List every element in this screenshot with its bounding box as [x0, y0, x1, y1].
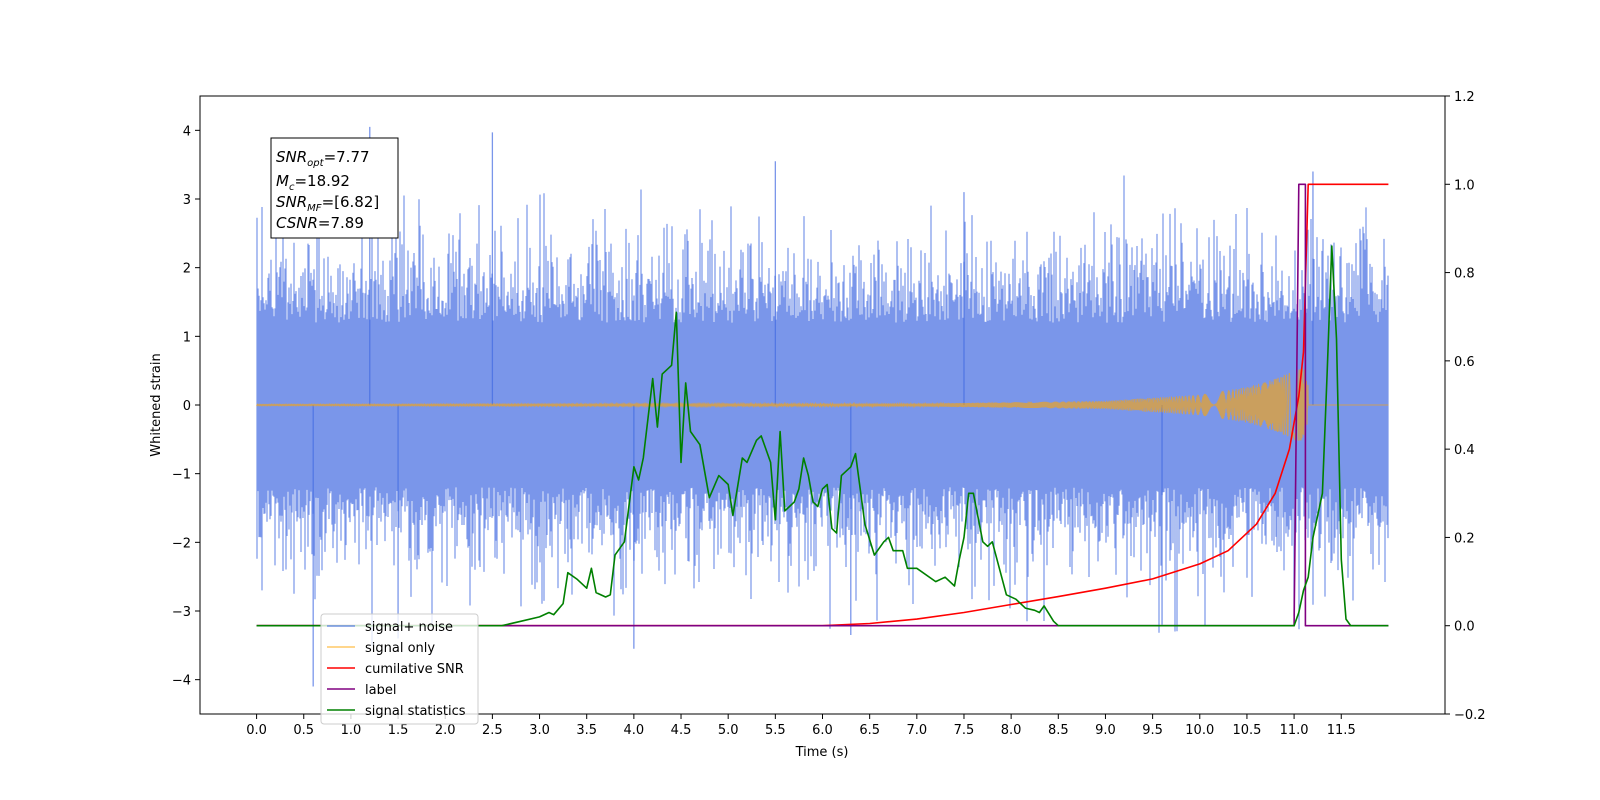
x-tick-label: 3.5	[576, 723, 597, 738]
y-left-tick-label: −4	[172, 674, 191, 689]
y-left-tick-label: −3	[172, 605, 191, 620]
x-tick-label: 8.0	[1001, 723, 1022, 738]
legend: signal+ noise signal only cumilative SNR…	[320, 613, 479, 725]
series-cumulative-snr	[256, 183, 1389, 627]
y-left-tick-label: −2	[172, 536, 191, 551]
y-left-tick-label: 3	[183, 193, 191, 208]
x-tick-label: 0.0	[246, 723, 267, 738]
x-tick-label: 8.5	[1048, 723, 1069, 738]
legend-label-label: label	[365, 683, 396, 698]
y-right-tick-label: −0.2	[1454, 708, 1486, 723]
y-left-tick-label: 1	[183, 330, 191, 345]
annotation-mc-value: =18.92	[294, 172, 350, 190]
plot-area	[256, 126, 1389, 687]
y-axis-right: 1.2 1.0 0.8 0.6 0.4 0.2 0.0 −0.2	[1445, 90, 1486, 723]
annotation-mc-base: M	[276, 172, 289, 190]
x-tick-label: 7.5	[954, 723, 975, 738]
annotation-snr-mf: SNRMF=[6.82]	[276, 193, 379, 214]
y-right-tick-label: 0.2	[1454, 531, 1475, 546]
x-tick-label: 9.5	[1142, 723, 1163, 738]
y-left-tick-label: 0	[183, 399, 191, 414]
y-axis-label-left: Whitened strain	[149, 353, 164, 456]
legend-label-cumulative-snr: cumilative SNR	[365, 662, 464, 677]
x-tick-label: 5.0	[718, 723, 739, 738]
x-tick-label: 0.5	[293, 723, 314, 738]
legend-label-signal-statistics: signal statistics	[365, 704, 466, 719]
annotation-snr-mf-sub: MF	[307, 203, 322, 214]
x-tick-label: 10.0	[1185, 723, 1214, 738]
annotation-snr-opt-base: SNR	[276, 148, 307, 166]
y-right-tick-label: 0.6	[1454, 355, 1475, 370]
annotation-csnr-value: =7.89	[318, 214, 364, 232]
annotation-snr-opt: SNRopt=7.77	[276, 148, 370, 169]
annotation-mc-sub: c	[289, 182, 295, 193]
x-tick-label: 9.0	[1095, 723, 1116, 738]
x-tick-label: 5.5	[765, 723, 786, 738]
y-right-tick-label: 1.0	[1454, 178, 1475, 193]
y-left-tick-label: −1	[172, 468, 191, 483]
x-tick-label: 6.0	[812, 723, 833, 738]
y-right-tick-label: 0.0	[1454, 620, 1475, 635]
y-right-tick-label: 0.4	[1454, 443, 1475, 458]
x-tick-label: 1.5	[388, 723, 409, 738]
y-right-tick-label: 0.8	[1454, 267, 1475, 282]
y-left-tick-label: 2	[183, 262, 191, 277]
x-tick-label: 3.0	[529, 723, 550, 738]
annotation-snr-mf-base: SNR	[276, 193, 307, 211]
x-axis-label: Time (s)	[795, 745, 849, 760]
x-tick-label: 10.5	[1232, 723, 1261, 738]
x-tick-label: 7.0	[906, 723, 927, 738]
y-left-tick-label: 4	[183, 124, 191, 139]
x-tick-label: 4.5	[671, 723, 692, 738]
y-axis-left: 4 3 2 1 0 −1 −2 −3 −4	[172, 124, 200, 689]
series-signal-only	[256, 368, 1389, 441]
annotation-csnr-base: CSNR	[276, 214, 318, 232]
x-axis: 0.0 0.5 1.0 1.5 2.0 2.5 3.0 3.5 4.0 4.5 5.0 5.5 6.0 6…	[246, 714, 1356, 738]
y-right-tick-label: 1.2	[1454, 90, 1475, 105]
x-tick-label: 2.5	[482, 723, 503, 738]
series-signal-statistics	[256, 245, 1389, 627]
x-tick-label: 2.0	[435, 723, 456, 738]
annotation-csnr: CSNR=7.89	[276, 214, 364, 232]
x-tick-label: 11.0	[1280, 723, 1309, 738]
x-tick-label: 4.0	[624, 723, 645, 738]
x-tick-label: 1.0	[341, 723, 362, 738]
x-tick-label: 6.5	[859, 723, 880, 738]
annotation-mc: Mc=18.92	[276, 172, 350, 193]
x-tick-label: 11.5	[1327, 723, 1356, 738]
annotation-snr-opt-value: =7.77	[324, 148, 370, 166]
legend-label-signal-noise: signal+ noise	[365, 620, 453, 635]
legend-frame	[320, 613, 479, 725]
stats-annotation-box: SNRopt=7.77 Mc=18.92 SNRMF=[6.82] CSNR=7…	[270, 137, 399, 239]
legend-label-signal-only: signal only	[365, 641, 435, 656]
annotation-snr-opt-sub: opt	[307, 158, 324, 169]
annotation-snr-mf-value: =[6.82]	[322, 193, 380, 211]
